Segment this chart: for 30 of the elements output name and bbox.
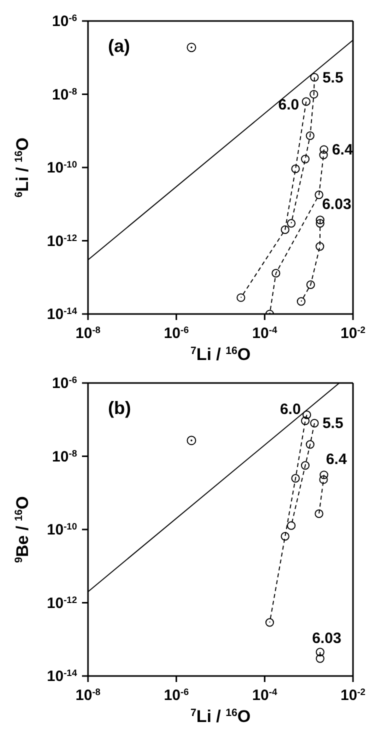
x-tick-label: 10$^{-2}$ — [340, 325, 366, 342]
x-axis-title: $^{7}$Li / $^{16}$O — [190, 707, 251, 726]
x-tick-label: 10$^{-6}$ — [164, 687, 189, 704]
series-label: 6.4 — [326, 450, 348, 468]
y-tick-label: 10$^{-6}$ — [52, 13, 77, 30]
y-tick-label: 10$^{-10}$ — [46, 522, 77, 538]
x-axis-title: $^{7}$Li / $^{16}$O — [190, 345, 251, 364]
series-label: 6.4 — [332, 142, 354, 159]
series-label: 6.0 — [278, 96, 300, 114]
series-label: 5.5 — [322, 415, 344, 432]
x-tick-label: 10$^{-4}$ — [252, 325, 278, 342]
series-label: 5.5 — [322, 69, 344, 86]
text: (b) — [108, 398, 131, 419]
y-tick-label: 10$^{-12}$ — [46, 232, 77, 250]
x-tick-label: 10$^{-2}$ — [340, 687, 366, 704]
x-tick-label: 10$^{-4}$ — [252, 687, 278, 704]
y-tick-label: 10$^{-6}$ — [52, 375, 77, 392]
x-tick-label: 10$^{-8}$ — [76, 687, 100, 704]
series-label: 6.03 — [312, 630, 342, 648]
series-label: 6.0 — [280, 400, 301, 418]
y-tick-label: 10$^{-14}$ — [46, 668, 78, 685]
y-tick-label: 10$^{-8}$ — [52, 86, 77, 104]
y-tick-label: 10$^{-10}$ — [46, 160, 77, 176]
text: (a) — [108, 36, 130, 57]
y-tick-label: 10$^{-14}$ — [46, 306, 78, 323]
y-tick-label: 10$^{-8}$ — [52, 448, 77, 466]
x-tick-label: 10$^{-6}$ — [164, 325, 189, 342]
y-tick-label: 10$^{-12}$ — [46, 594, 77, 612]
series-label: 6.03 — [322, 196, 352, 213]
x-tick-label: 10$^{-8}$ — [76, 325, 100, 342]
